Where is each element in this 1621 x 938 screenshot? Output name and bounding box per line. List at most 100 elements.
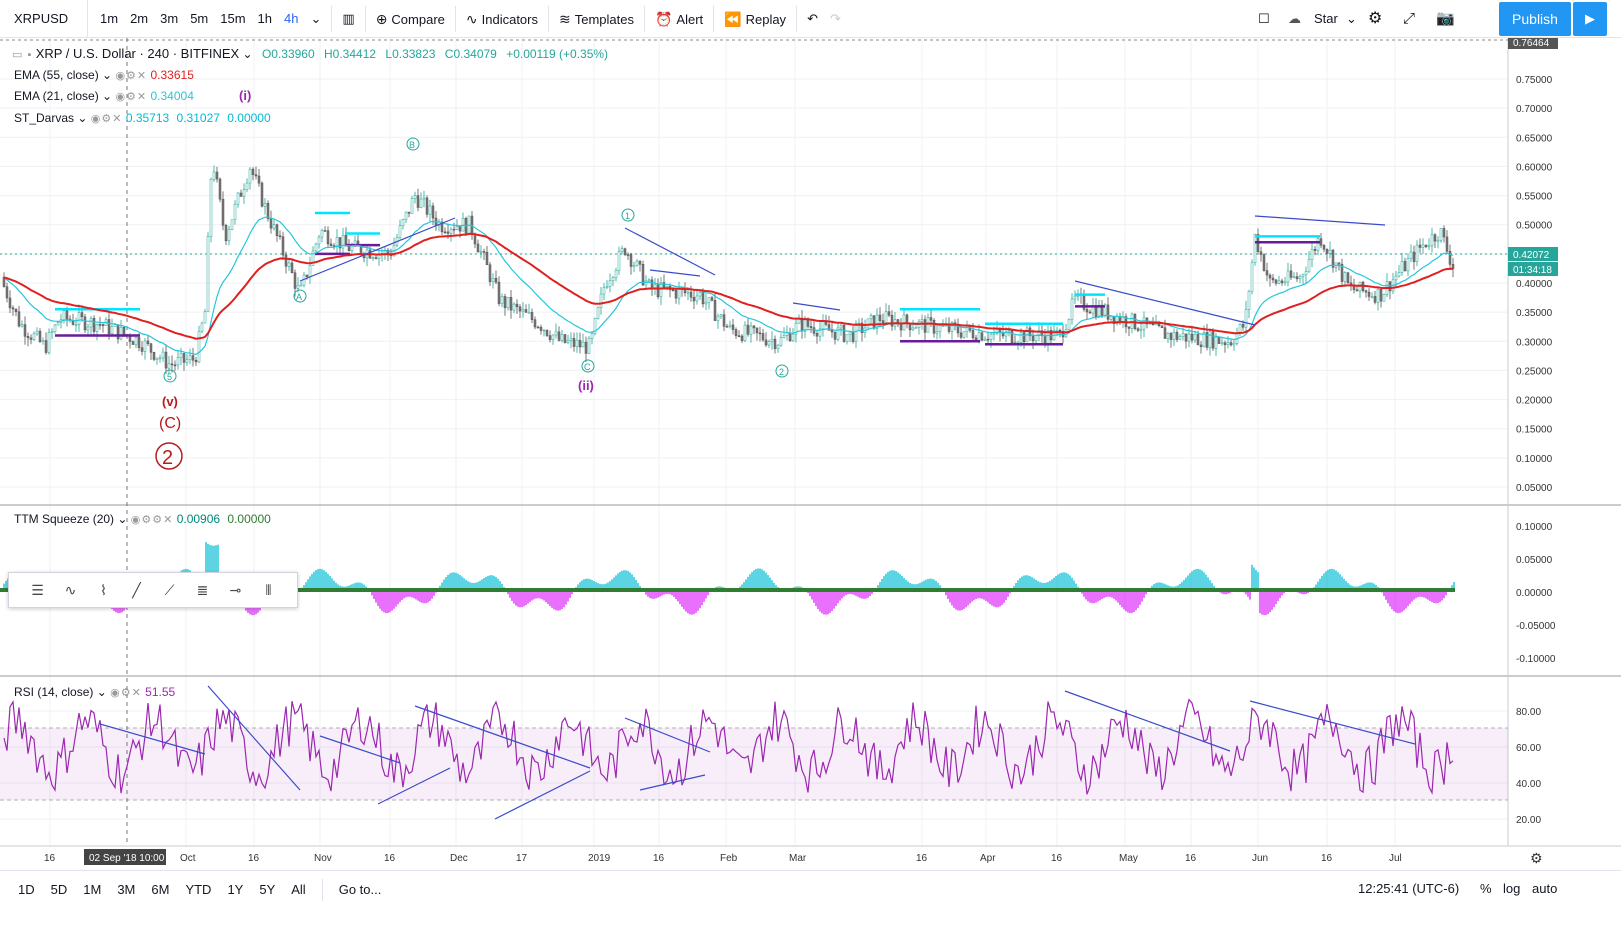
candle-body (866, 318, 870, 329)
candle-body (1400, 261, 1404, 273)
compare-button[interactable]: ⊕ Compare (370, 0, 451, 38)
chevron-down-icon[interactable]: ⌄ (102, 89, 113, 103)
candle-body (1364, 290, 1368, 293)
horizontal-ray-icon[interactable]: ⊸ (229, 581, 242, 598)
symbol-search[interactable]: XRPUSD (0, 0, 88, 38)
alert-label: Alert (676, 11, 704, 27)
chart-canvas[interactable]: (i) (ii) (v) (C) 2 A B C 1 2 5 0.75000 0.… (0, 35, 1621, 870)
gear-icon[interactable]: ⚙ (1368, 10, 1383, 27)
candle-body (962, 331, 966, 338)
candle-body (617, 251, 621, 271)
ray-icon[interactable]: ⟋ (164, 581, 175, 598)
interval-3m[interactable]: 3m (160, 10, 179, 26)
plus-circle-icon: ⊕ (375, 10, 388, 27)
candle-body (641, 263, 645, 286)
price-tick-label: 0.75000 (1516, 75, 1553, 86)
star-button[interactable]: Star (1314, 11, 1338, 26)
indicators-button[interactable]: ∿ Indicators (460, 0, 544, 38)
candle-body (47, 332, 51, 353)
rsi-title[interactable]: RSI (14, close) (14, 685, 94, 699)
divider (331, 5, 333, 32)
goto-button[interactable]: Go to... (338, 882, 382, 897)
clock-label[interactable]: 12:25:41 (UTC-6) (1358, 881, 1460, 896)
symbol-title[interactable]: XRP / U.S. Dollar · 240 · BITFINEX (35, 46, 240, 61)
floating-drawing-toolbar[interactable]: ☰ ∿ ⌇ ╱ ⟋ ≣ ⊸ ⫴ (8, 572, 298, 608)
interval-5m[interactable]: 5m (190, 10, 209, 26)
interval-4h[interactable]: 4h (284, 10, 299, 26)
trendlines[interactable] (299, 215, 1386, 326)
study-buttons-icon[interactable]: ◉⚙✕ (90, 113, 123, 125)
chevron-down-icon[interactable]: ⌄ (310, 10, 322, 26)
alert-button[interactable]: ⏰ Alert (649, 0, 709, 38)
abc-wave-icon[interactable]: ⌇ (100, 581, 107, 598)
interval-15m[interactable]: 15m (220, 10, 246, 26)
expand-icon[interactable]: ⤢ (1403, 10, 1416, 27)
ema21-title[interactable]: EMA (21, close) (14, 89, 99, 103)
bars-pattern-icon[interactable]: ⫴ (265, 581, 272, 598)
candle-body (446, 231, 450, 234)
candle-style-icon[interactable]: ▥ (342, 10, 355, 26)
undo-icon[interactable]: ↶ (807, 10, 818, 26)
range-1m[interactable]: 1M (83, 882, 102, 897)
candle-body (689, 291, 693, 298)
study-buttons-icon[interactable]: ◉⚙⚙✕ (130, 514, 174, 526)
trend-line-icon[interactable]: ╱ (132, 581, 141, 598)
rsi-trend-line (377, 767, 451, 805)
candle-body (299, 284, 303, 287)
range-1d[interactable]: 1D (18, 882, 35, 897)
interval-1h[interactable]: 1h (257, 10, 273, 26)
percent-toggle[interactable]: % (1480, 881, 1492, 896)
chevron-down-icon[interactable]: ⌄ (242, 47, 253, 61)
time-tick-label: 16 (916, 853, 928, 864)
chevron-down-icon[interactable]: ⌄ (77, 111, 88, 125)
chart-area[interactable]: (i) (ii) (v) (C) 2 A B C 1 2 5 0.75000 0.… (0, 35, 1621, 870)
log-toggle[interactable]: log (1503, 881, 1521, 896)
candle-body (1067, 319, 1071, 330)
redo-icon[interactable]: ↷ (829, 10, 841, 26)
range-5d[interactable]: 5D (50, 882, 68, 897)
study-buttons-icon[interactable]: ◉⚙✕ (115, 70, 148, 82)
study-buttons-icon[interactable]: ◉⚙✕ (115, 91, 148, 103)
range-6m[interactable]: 6M (151, 882, 170, 897)
lines-tool-icon[interactable]: ☰ (31, 581, 44, 598)
interval-2m[interactable]: 2m (130, 10, 149, 26)
fullscreen-square-icon[interactable]: ☐ (1258, 11, 1270, 26)
wave-count-icon[interactable]: ∿ (64, 581, 77, 598)
camera-icon[interactable]: 📷 (1436, 10, 1455, 27)
templates-button[interactable]: ≋ Templates (553, 0, 640, 38)
ema55-value: 0.33615 (150, 68, 194, 82)
candle-body (1001, 332, 1005, 337)
chevron-down-icon[interactable]: ⌄ (96, 685, 107, 699)
settings-gear-icon[interactable]: ⚙ (1530, 850, 1543, 866)
candle-body (1421, 244, 1425, 248)
range-5y[interactable]: 5Y (259, 882, 276, 897)
candle-body (614, 270, 618, 278)
ttm-title[interactable]: TTM Squeeze (20) (14, 512, 115, 526)
chevron-down-icon[interactable]: ⌄ (102, 68, 113, 82)
publish-button[interactable]: Publish (1499, 2, 1571, 36)
candle-body (959, 332, 963, 338)
trend-line (624, 227, 716, 276)
play-icon[interactable]: ▶ (1573, 2, 1607, 36)
rsi-trendlines[interactable] (99, 685, 1416, 820)
candle-body (158, 357, 162, 360)
range-1y[interactable]: 1Y (227, 882, 244, 897)
darvas-title[interactable]: ST_Darvas (14, 111, 75, 125)
star-menu-chevron-icon[interactable]: ⌄ (1346, 11, 1357, 26)
ema55-title[interactable]: EMA (55, close) (14, 68, 99, 82)
fib-icon[interactable]: ≣ (196, 581, 209, 598)
candle-body (836, 327, 840, 340)
replay-button[interactable]: ⏪ Replay (718, 0, 792, 38)
study-buttons-icon[interactable]: ◉⚙✕ (110, 687, 142, 699)
templates-icon: ≋ (559, 10, 571, 27)
price-tick-label: 0.55000 (1516, 192, 1553, 203)
cloud-icon[interactable]: ☁ (1288, 11, 1301, 26)
chevron-down-icon[interactable]: ⌄ (117, 512, 128, 526)
high-price-label: 0.76464 (1513, 38, 1550, 49)
collapse-icon[interactable]: ▭ ▪ (12, 49, 33, 61)
range-all[interactable]: All (291, 882, 306, 897)
range-3m[interactable]: 3M (117, 882, 136, 897)
auto-toggle[interactable]: auto (1532, 881, 1558, 896)
interval-1m[interactable]: 1m (100, 10, 119, 26)
range-ytd[interactable]: YTD (185, 882, 212, 897)
